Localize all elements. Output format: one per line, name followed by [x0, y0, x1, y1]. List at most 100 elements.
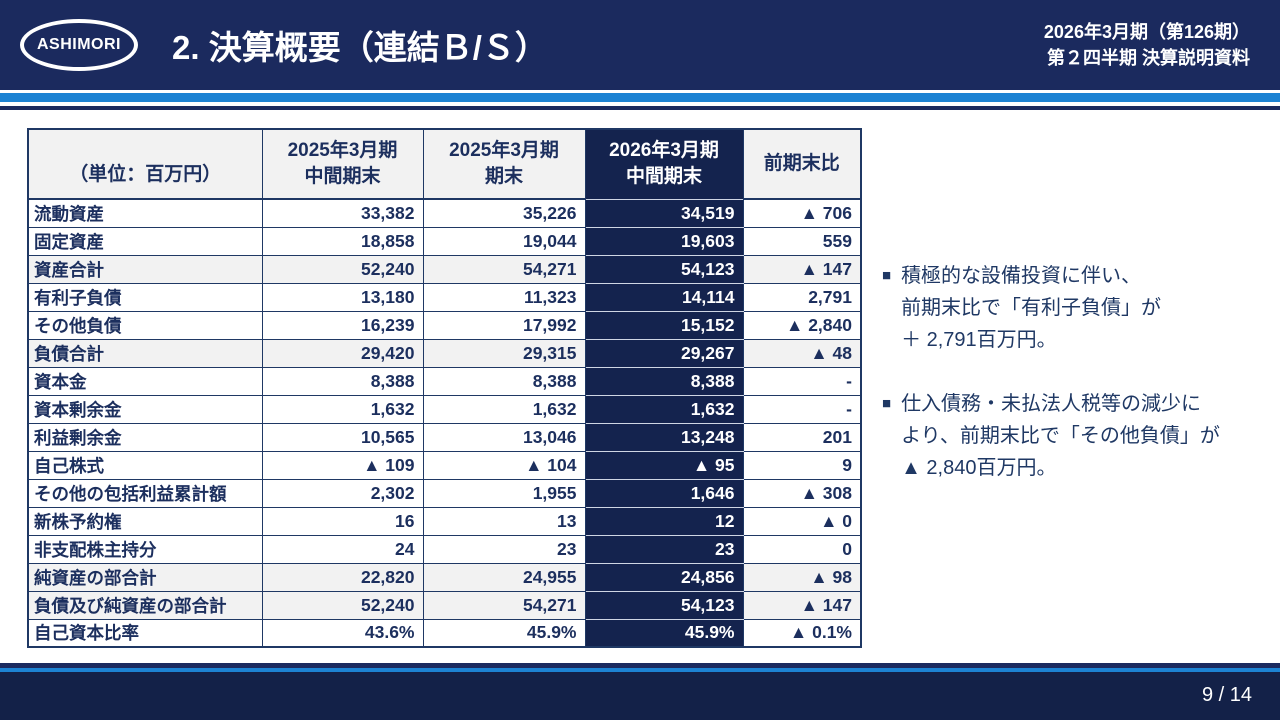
bs-table-body: 流動資産 33,382 35,226 34,519 ▲ 706 固定資産 18,858 19,…: [27, 198, 862, 648]
value-cell: 11,323: [422, 282, 586, 312]
value-cell: 24: [261, 534, 424, 564]
table-row: 資本金 8,388 8,388 8,388-: [27, 366, 862, 396]
note-line: より、前期末比で「その他負債」が: [901, 425, 1220, 447]
header-banner: ASHIMORI 2. 決算概要（連結Ｂ/Ｓ） 2026年3月期（第126期） …: [0, 0, 1280, 90]
diff-value: ▲ 308: [742, 478, 862, 508]
current-period-value: 8,388: [584, 366, 744, 396]
col-header-2025-yearend: 2025年3月期 期末: [422, 128, 586, 200]
table-row: 負債及び純資産の部合計 52,240 54,271 54,123 ▲ 147: [27, 590, 862, 620]
value-cell: 22,820: [261, 562, 424, 592]
diff-value: -: [742, 366, 862, 396]
company-logo: ASHIMORI: [20, 19, 138, 71]
table-header-row: （単位：百万円） 2025年3月期 中間期末 2025年3月期 期末 2026年…: [27, 128, 862, 200]
diff-value: ▲ 0: [742, 506, 862, 536]
current-period-value: 45.9%: [584, 618, 744, 648]
value-cell: 54,271: [422, 254, 586, 284]
col-header-2026-interim: 2026年3月期 中間期末: [584, 128, 744, 200]
value-cell: 29,315: [422, 338, 586, 368]
footer-blue-stripe: [0, 668, 1280, 672]
header-blue-stripe: [0, 93, 1280, 102]
footer-navy-stripe: [0, 663, 1280, 668]
table-row: その他負債 16,239 17,992 15,152 ▲ 2,840: [27, 310, 862, 340]
current-period-value: 54,123: [584, 254, 744, 284]
row-label: 新株予約権: [27, 506, 263, 536]
diff-value: ▲ 0.1%: [742, 618, 862, 648]
value-cell: 1,632: [422, 394, 586, 424]
value-cell: 54,271: [422, 590, 586, 620]
note-line: 前期末比で「有利子負債」が: [901, 297, 1162, 319]
row-label: 固定資産: [27, 226, 263, 256]
table-row: 利益剰余金 10,565 13,046 13,248 201: [27, 422, 862, 452]
row-label: 負債及び純資産の部合計: [27, 590, 263, 620]
value-cell: 17,992: [422, 310, 586, 340]
page-title: 2. 決算概要（連結Ｂ/Ｓ）: [172, 29, 548, 66]
value-cell: 10,565: [261, 422, 424, 452]
row-label: 資本剰余金: [27, 394, 263, 424]
value-cell: 19,044: [422, 226, 586, 256]
current-period-value: 1,646: [584, 478, 744, 508]
note-item: ■ 積極的な設備投資に伴い、 前期末比で「有利子負債」が ＋ 2,791百万円。: [882, 260, 1280, 356]
logo-text: ASHIMORI: [37, 36, 121, 53]
diff-value: 559: [742, 226, 862, 256]
table-row: 固定資産 18,858 19,044 19,603 559: [27, 226, 862, 256]
balance-sheet-table: （単位：百万円） 2025年3月期 中間期末 2025年3月期 期末 2026年…: [27, 128, 862, 648]
row-label: 非支配株主持分: [27, 534, 263, 564]
value-cell: 52,240: [261, 590, 424, 620]
unit-label-cell: （単位：百万円）: [27, 128, 263, 200]
value-cell: 43.6%: [261, 618, 424, 648]
row-label: 有利子負債: [27, 282, 263, 312]
col-header-diff: 前期末比: [742, 128, 862, 200]
square-bullet-icon: ■: [882, 267, 892, 284]
value-cell: 35,226: [422, 198, 586, 228]
current-period-value: 15,152: [584, 310, 744, 340]
value-cell: 16: [261, 506, 424, 536]
col-header-2025-interim: 2025年3月期 中間期末: [261, 128, 424, 200]
row-label: その他負債: [27, 310, 263, 340]
value-cell: 52,240: [261, 254, 424, 284]
note-line: 積極的な設備投資に伴い、: [901, 265, 1142, 287]
diff-value: -: [742, 394, 862, 424]
row-label: 資産合計: [27, 254, 263, 284]
value-cell: 8,388: [422, 366, 586, 396]
table-row: 新株予約権 16 13 12 ▲ 0: [27, 506, 862, 536]
value-cell: 1,632: [261, 394, 424, 424]
current-period-value: 12: [584, 506, 744, 536]
note-item: ■ 仕入債務・未払法人税等の減少に より、前期末比で「その他負債」が ▲ 2,840百…: [882, 388, 1280, 484]
diff-value: ▲ 147: [742, 590, 862, 620]
value-cell: 8,388: [261, 366, 424, 396]
table-row: 有利子負債 13,180 11,323 14,114 2,791: [27, 282, 862, 312]
presentation-title-label: 第２四半期 決算説明資料: [1047, 48, 1250, 68]
diff-value: ▲ 2,840: [742, 310, 862, 340]
table-row: 非支配株主持分 24 23 23 0: [27, 534, 862, 564]
current-period-value: 24,856: [584, 562, 744, 592]
note-line: 仕入債務・未払法人税等の減少に: [901, 393, 1202, 415]
value-cell: 29,420: [261, 338, 424, 368]
note-line: ▲ 2,840百万円。: [901, 457, 1057, 479]
row-label: 純資産の部合計: [27, 562, 263, 592]
table-row: 純資産の部合計 22,820 24,955 24,856 ▲ 98: [27, 562, 862, 592]
diff-value: 2,791: [742, 282, 862, 312]
commentary-panel: ■ 積極的な設備投資に伴い、 前期末比で「有利子負債」が ＋ 2,791百万円。 ■ 仕入…: [882, 260, 1280, 516]
value-cell: 24,955: [422, 562, 586, 592]
value-cell: 13: [422, 506, 586, 536]
diff-value: 201: [742, 422, 862, 452]
fiscal-period-label: 2026年3月期（第126期）: [1043, 22, 1250, 42]
table-row: 資産合計 52,240 54,271 54,123 ▲ 147: [27, 254, 862, 284]
value-cell: 23: [422, 534, 586, 564]
value-cell: 13,046: [422, 422, 586, 452]
square-bullet-icon: ■: [882, 395, 892, 412]
row-label: 資本金: [27, 366, 263, 396]
diff-value: ▲ 147: [742, 254, 862, 284]
row-label: その他の包括利益累計額: [27, 478, 263, 508]
diff-value: ▲ 706: [742, 198, 862, 228]
value-cell: 2,302: [261, 478, 424, 508]
diff-value: ▲ 98: [742, 562, 862, 592]
row-label: 負債合計: [27, 338, 263, 368]
table-row: 負債合計 29,420 29,315 29,267 ▲ 48: [27, 338, 862, 368]
current-period-value: 14,114: [584, 282, 744, 312]
row-label: 流動資産: [27, 198, 263, 228]
value-cell: 16,239: [261, 310, 424, 340]
presentation-meta: 2026年3月期（第126期） 第２四半期 決算説明資料: [1044, 0, 1250, 90]
diff-value: ▲ 48: [742, 338, 862, 368]
table-row: その他の包括利益累計額 2,302 1,955 1,646 ▲ 308: [27, 478, 862, 508]
